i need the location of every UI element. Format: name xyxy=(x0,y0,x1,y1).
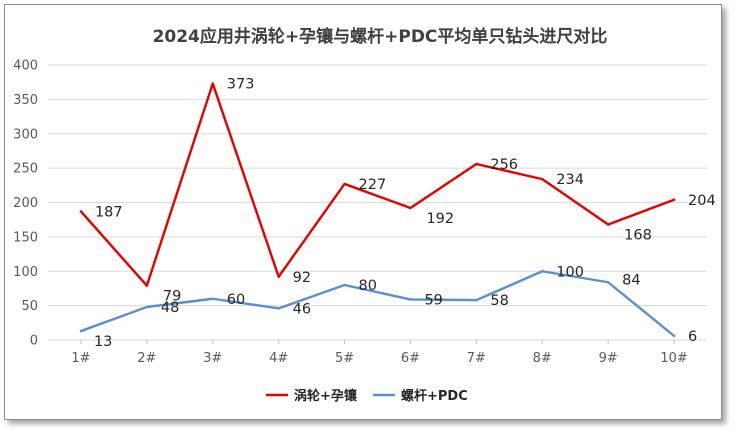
y-tick-label: 350 xyxy=(13,93,38,108)
data-label: 80 xyxy=(359,278,377,294)
chart-frame xyxy=(4,4,722,420)
data-label: 100 xyxy=(556,264,584,280)
data-label: 13 xyxy=(94,334,112,350)
data-label: 227 xyxy=(359,177,387,193)
data-point xyxy=(672,198,676,201)
data-label: 192 xyxy=(426,211,454,227)
gridlines xyxy=(48,64,707,341)
data-label: 60 xyxy=(227,292,245,308)
x-tick-label: 3# xyxy=(203,351,222,366)
x-tick-label: 2# xyxy=(137,351,156,366)
legend-label[interactable]: 涡轮+孕镶 xyxy=(294,388,358,404)
data-label: 204 xyxy=(688,193,716,209)
chart-title: 2024应用井涡轮+孕镶与螺杆+PDC平均单只钻头进尺对比 xyxy=(153,26,608,47)
x-tick-label: 1# xyxy=(71,351,90,366)
x-tick-label: 10# xyxy=(660,351,687,366)
x-tick-label: 5# xyxy=(335,351,354,366)
series xyxy=(79,82,676,338)
data-label: 48 xyxy=(161,300,179,316)
data-point xyxy=(606,223,610,226)
y-tick-label: 200 xyxy=(13,196,38,211)
data-label: 373 xyxy=(227,77,255,93)
legend-label[interactable]: 螺杆+PDC xyxy=(401,388,468,404)
data-label: 59 xyxy=(424,292,442,308)
y-tick-label: 250 xyxy=(13,162,38,177)
x-tick-label: 7# xyxy=(467,351,486,366)
y-tick-label: 50 xyxy=(21,299,38,314)
data-point xyxy=(343,182,346,186)
x-tick-label: 4# xyxy=(269,351,288,366)
x-axis: 1# 2# 3# 4# 5# 6# 7# 8# 9# 10# xyxy=(71,340,688,366)
legend[interactable]: 涡轮+孕镶 螺杆+PDC xyxy=(266,388,468,404)
x-tick-label: 9# xyxy=(599,351,618,366)
data-point xyxy=(343,283,346,287)
data-point xyxy=(475,162,478,166)
data-label: 58 xyxy=(490,293,508,309)
data-point xyxy=(541,270,544,273)
data-label: 92 xyxy=(293,270,311,286)
series-line-1 xyxy=(79,82,676,287)
data-label: 79 xyxy=(163,289,181,305)
data-point xyxy=(672,334,676,338)
y-tick-label: 400 xyxy=(13,59,38,74)
series-line-2 xyxy=(79,270,676,338)
data-point xyxy=(409,298,412,301)
data-label: 84 xyxy=(622,272,640,288)
data-label: 187 xyxy=(95,204,123,220)
data-point xyxy=(79,329,83,333)
data-point xyxy=(277,307,280,310)
data-point xyxy=(475,298,478,302)
y-tick-label: 0 xyxy=(30,334,38,349)
data-label: 168 xyxy=(624,228,652,244)
data-point xyxy=(409,206,412,210)
data-point xyxy=(79,210,83,213)
data-label: 6 xyxy=(688,329,697,345)
data-point xyxy=(541,177,544,181)
x-tick-label: 8# xyxy=(533,351,552,366)
x-tick-label: 6# xyxy=(401,351,420,366)
data-point xyxy=(211,82,214,85)
data-point xyxy=(145,284,149,287)
data-label: 256 xyxy=(490,157,518,173)
y-tick-label: 100 xyxy=(13,265,38,280)
data-label: 234 xyxy=(556,172,584,188)
y-axis: 0 50 100 150 200 250 300 350 400 xyxy=(13,59,38,349)
data-labels: 187 79 373 92 227 192 256 234 168 204 13 48 60 46 80 59… xyxy=(94,77,716,351)
y-tick-label: 300 xyxy=(13,127,38,142)
data-point xyxy=(277,275,280,278)
data-label: 46 xyxy=(293,301,311,317)
data-point xyxy=(606,281,610,284)
data-point xyxy=(145,305,149,309)
data-point xyxy=(211,297,214,300)
y-tick-label: 150 xyxy=(13,230,38,245)
